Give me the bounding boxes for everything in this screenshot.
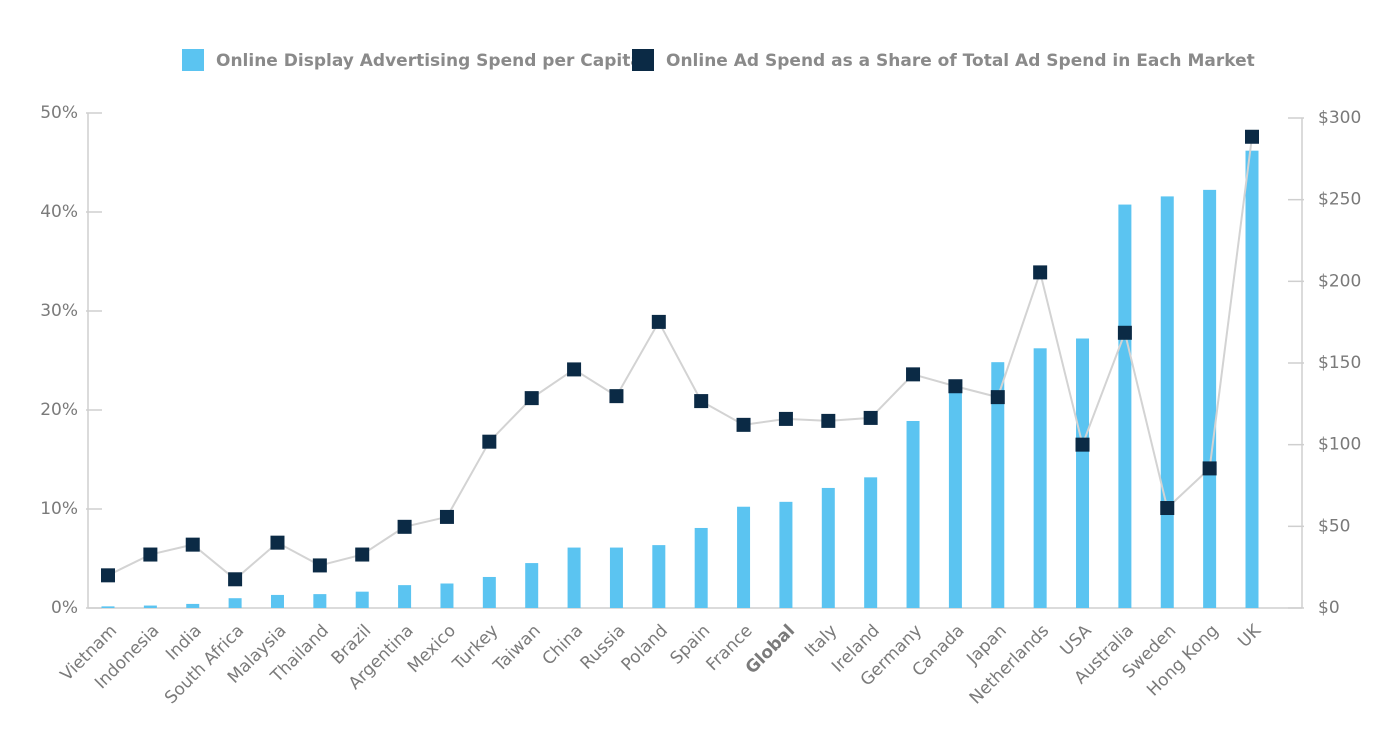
bar <box>101 606 115 608</box>
y2-tick-label: $150 <box>1318 353 1361 373</box>
bar <box>398 585 412 608</box>
marker <box>397 519 412 534</box>
bar <box>1203 189 1217 608</box>
marker <box>1075 437 1090 452</box>
marker <box>694 394 709 409</box>
bar <box>821 487 835 608</box>
bar <box>228 598 242 608</box>
bar <box>525 563 539 608</box>
marker <box>312 558 327 573</box>
marker <box>355 547 370 562</box>
y-tick-label: 40% <box>40 202 78 222</box>
bar <box>270 594 284 608</box>
bar <box>1118 204 1132 609</box>
y-tick-label: 10% <box>40 499 78 519</box>
line <box>107 136 1253 581</box>
marker <box>863 410 878 425</box>
marker <box>906 367 921 382</box>
bar <box>313 594 327 608</box>
legend-label: Online Display Advertising Spend per Cap… <box>216 51 642 71</box>
x-tick-label: UK <box>1234 620 1265 651</box>
bar <box>567 547 581 608</box>
marker <box>1160 501 1175 516</box>
marker <box>101 568 115 583</box>
bar <box>440 583 454 608</box>
y2-tick-label: $250 <box>1318 190 1361 210</box>
marker <box>185 537 200 552</box>
marker <box>1033 265 1048 280</box>
legend-swatch <box>632 49 654 71</box>
y2-tick-label: $100 <box>1318 435 1361 455</box>
y2-tick-label: $200 <box>1318 271 1361 291</box>
x-tick-label: Mexico <box>404 621 460 677</box>
y-tick-label: 0% <box>51 598 78 618</box>
marker <box>609 389 624 404</box>
legend-label: Online Ad Spend as a Share of Total Ad S… <box>666 51 1255 71</box>
marker <box>524 391 539 406</box>
marker <box>143 547 158 562</box>
bar <box>906 420 920 608</box>
y2-tick-label: $50 <box>1318 516 1350 536</box>
bar <box>355 591 369 608</box>
bar <box>482 576 496 608</box>
bar <box>143 605 157 608</box>
y-tick-label: 20% <box>40 400 78 420</box>
bar <box>1160 196 1174 608</box>
y-tick-label: 30% <box>40 301 78 321</box>
y2-tick-label: $0 <box>1318 598 1340 618</box>
marker <box>736 417 751 432</box>
marker <box>990 390 1005 405</box>
x-tick-label: Taiwan <box>489 621 545 677</box>
bar <box>186 603 200 608</box>
marker <box>270 535 285 550</box>
bar <box>1245 150 1259 608</box>
bar <box>737 506 751 608</box>
marker <box>439 509 454 524</box>
bar <box>948 392 962 608</box>
marker <box>228 572 243 587</box>
marker <box>1202 461 1217 476</box>
marker <box>948 379 963 394</box>
bar <box>991 362 1005 608</box>
bar <box>1076 338 1090 608</box>
marker <box>1117 325 1132 340</box>
marker <box>778 411 793 426</box>
marker <box>821 413 836 428</box>
bar <box>609 547 623 608</box>
y-tick-label: 50% <box>40 103 78 123</box>
marker <box>567 362 582 377</box>
y2-tick-label: $300 <box>1318 108 1361 128</box>
bar <box>652 545 666 608</box>
bar <box>864 477 878 608</box>
x-tick-label: Poland <box>618 621 672 675</box>
marker <box>1245 129 1259 144</box>
bar <box>779 501 793 608</box>
marker <box>651 314 666 329</box>
bar <box>694 527 708 608</box>
legend-swatch <box>182 49 204 71</box>
marker <box>482 434 497 449</box>
bar <box>1033 348 1047 608</box>
